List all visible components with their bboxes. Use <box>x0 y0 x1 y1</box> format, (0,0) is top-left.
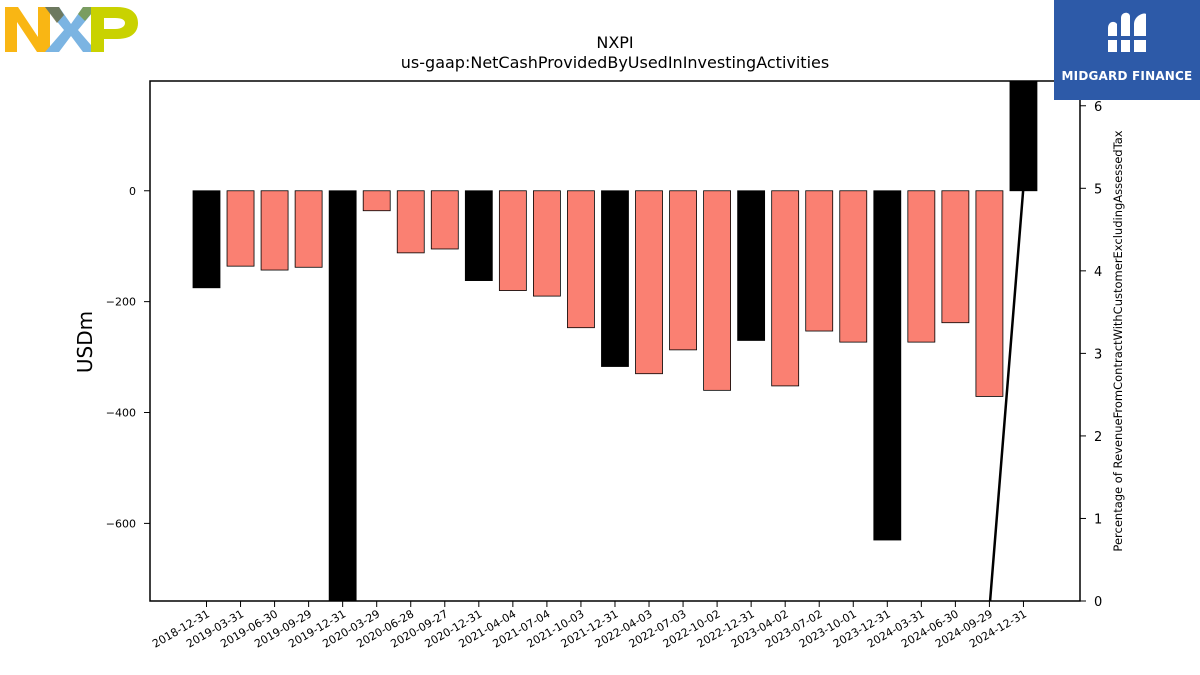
bar <box>771 190 800 387</box>
bar <box>601 190 629 367</box>
bar <box>941 190 970 324</box>
y-right-tick-label: 2 <box>1094 430 1102 445</box>
bar <box>907 190 936 343</box>
y-tick-label: −600 <box>106 517 136 530</box>
y-right-tick-label: 0 <box>1094 595 1102 610</box>
y-axis-right-label: Percentage of RevenueFromContractWithCus… <box>1111 130 1125 551</box>
nxp-logo <box>5 5 140 55</box>
bar <box>396 190 425 254</box>
bar <box>873 190 902 541</box>
bar <box>839 190 868 343</box>
midgard-finance-text: MIDGARD FINANCE <box>1061 69 1193 83</box>
bar <box>226 190 255 267</box>
y-right-tick-label: 1 <box>1094 512 1102 527</box>
bar <box>498 190 527 291</box>
chart-title: NXPI <box>596 33 633 52</box>
y-right-tick-label: 5 <box>1094 182 1102 197</box>
bar <box>533 190 561 297</box>
y-tick-label: −400 <box>106 407 136 420</box>
bar <box>260 190 289 271</box>
series-line <box>988 81 1034 601</box>
y-right-tick-label: 6 <box>1094 100 1102 115</box>
bar <box>737 190 766 341</box>
midgard-mark-icon <box>1108 12 1146 53</box>
y-right-tick-label: 3 <box>1094 347 1102 362</box>
bar <box>635 190 663 375</box>
y-axis-label: USDm <box>73 311 97 373</box>
bar <box>430 190 459 250</box>
bar <box>464 190 493 281</box>
bar <box>567 190 595 329</box>
midgard-finance-logo: MIDGARD FINANCE <box>1054 0 1200 100</box>
bar <box>294 190 323 268</box>
bar <box>805 190 834 332</box>
bar <box>975 190 1004 397</box>
bar <box>362 190 391 212</box>
bar <box>669 190 697 351</box>
bar <box>703 190 731 391</box>
bar <box>328 190 357 601</box>
bar <box>192 190 221 289</box>
y-right-tick-label: 4 <box>1094 265 1102 280</box>
y-tick-label: 0 <box>129 185 136 198</box>
y-tick-label: −200 <box>106 296 136 309</box>
chart-subtitle: us-gaap:NetCashProvidedByUsedInInvesting… <box>401 53 829 72</box>
